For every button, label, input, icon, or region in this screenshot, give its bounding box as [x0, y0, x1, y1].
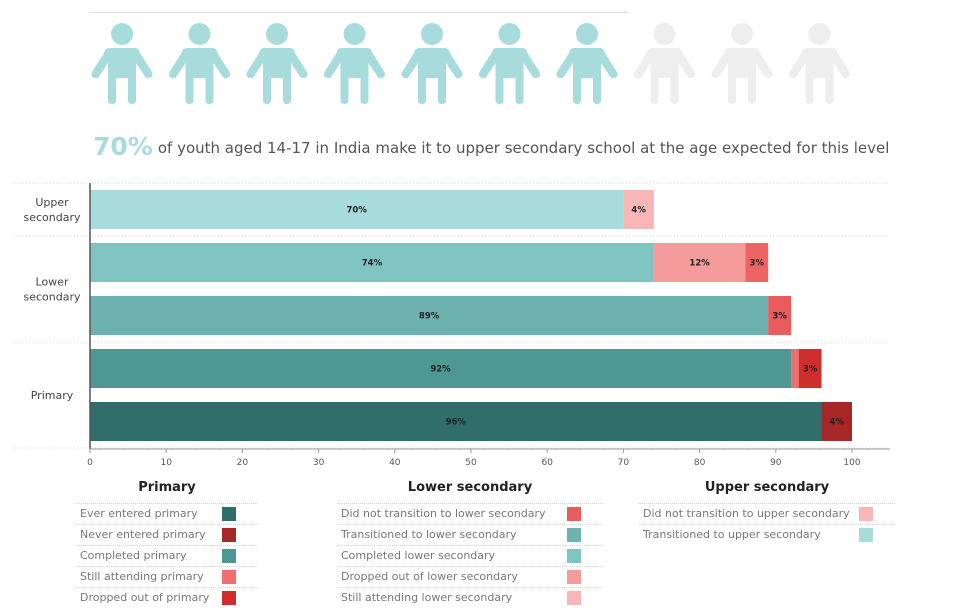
legend-swatch	[222, 528, 236, 542]
legend-swatch	[567, 570, 581, 584]
person-icon	[323, 23, 386, 104]
legend-item: Completed primary	[76, 545, 258, 566]
bar-segment	[653, 243, 746, 282]
legend-item: Ever entered primary	[76, 503, 258, 524]
legend-item-label: Did not transition to upper secondary	[643, 507, 850, 520]
legend-item: Transitioned to lower secondary	[337, 524, 603, 545]
legend-item-label: Dropped out of lower secondary	[341, 570, 518, 583]
data-label: 3%	[750, 259, 765, 269]
legend-item-label: Completed primary	[80, 549, 187, 562]
data-label: 74%	[362, 259, 383, 269]
legend-item-label: Transitioned to upper secondary	[643, 528, 821, 541]
bar-segment	[821, 402, 852, 441]
bar-segment	[90, 402, 822, 441]
top-divider	[90, 12, 628, 13]
bar-segment	[623, 190, 654, 229]
legend-item: Completed lower secondary	[337, 545, 603, 566]
legend-swatch	[567, 591, 581, 605]
bar-segment	[791, 349, 799, 388]
legend-swatch	[222, 570, 236, 584]
person-icon	[633, 23, 696, 104]
legend-item-label: Still attending primary	[80, 570, 204, 583]
headline-text: of youth aged 14-17 in India make it to …	[157, 139, 890, 157]
bar-segment	[90, 190, 624, 229]
person-icon	[478, 23, 541, 104]
person-icon-row	[91, 23, 851, 104]
legend-item-label: Did not transition to lower secondary	[341, 507, 546, 520]
bar-segment	[768, 296, 792, 335]
x-tick-label: 50	[465, 458, 477, 468]
legend-item-label: Ever entered primary	[80, 507, 198, 520]
category-label: Primary	[31, 389, 74, 402]
person-icon	[556, 23, 618, 104]
legend-swatch	[222, 507, 236, 521]
legend-swatch	[222, 549, 236, 563]
data-label: 96%	[446, 418, 467, 428]
person-icon	[711, 23, 773, 104]
legend-item: Dropped out of primary	[76, 587, 258, 608]
x-tick-label: 30	[313, 458, 325, 468]
legend-item-label: Completed lower secondary	[341, 549, 496, 562]
legend-swatch	[567, 549, 581, 563]
x-tick-label: 80	[694, 458, 706, 468]
person-icon	[168, 23, 231, 104]
data-label: 89%	[419, 312, 440, 322]
legend-item-label: Still attending lower secondary	[341, 591, 513, 604]
x-tick-label: 0	[87, 458, 93, 468]
data-label: 70%	[347, 206, 368, 216]
headline-percent: 70%	[93, 132, 153, 161]
x-tick-label: 70	[618, 458, 630, 468]
person-icon	[788, 23, 851, 104]
person-icon	[91, 23, 153, 104]
legend-item: Did not transition to lower secondary	[337, 503, 603, 524]
headline: 70% of youth aged 14-17 in India make it …	[93, 132, 933, 161]
category-label: Lower secondary	[23, 276, 80, 304]
legend-swatch	[567, 528, 581, 542]
legend-swatch	[859, 528, 873, 542]
legend-item: Dropped out of lower secondary	[337, 566, 603, 587]
data-label: 3%	[803, 365, 818, 375]
legend-item: Still attending lower secondary	[337, 587, 603, 608]
person-icon	[401, 23, 463, 104]
data-label: 92%	[430, 365, 451, 375]
legend-swatch	[222, 591, 236, 605]
legend-item-label: Dropped out of primary	[80, 591, 210, 604]
data-label: 12%	[689, 259, 710, 269]
category-label: Upper secondary	[23, 196, 80, 224]
x-tick-label: 40	[389, 458, 401, 468]
legend-swatch	[859, 507, 873, 521]
legend-lower-secondary: Lower secondary Did not transition to lo…	[337, 480, 603, 608]
data-label: 3%	[772, 312, 787, 322]
bar-segment	[798, 349, 822, 388]
legend-item: Still attending primary	[76, 566, 258, 587]
legend-upper-secondary: Upper secondary Did not transition to up…	[639, 480, 895, 545]
legend-item-label: Never entered primary	[80, 528, 206, 541]
x-tick-label: 20	[237, 458, 249, 468]
x-tick-label: 60	[541, 458, 553, 468]
bar-segment	[90, 296, 769, 335]
x-tick-label: 10	[160, 458, 172, 468]
stacked-bar-chart: Upper secondary Lower secondary Primary 70% 4%…	[14, 182, 890, 468]
bar-segment	[745, 243, 769, 282]
legend-item: Did not transition to upper secondary	[639, 503, 895, 524]
data-label: 4%	[830, 418, 845, 428]
x-tick-label: 100	[843, 458, 860, 468]
legend-swatch	[567, 507, 581, 521]
x-tick-label: 90	[770, 458, 782, 468]
data-label: 4%	[631, 206, 646, 216]
legend-title: Upper secondary	[704, 480, 830, 495]
legend-primary: Primary Ever entered primary Never entere…	[76, 480, 258, 608]
legend-item: Never entered primary	[76, 524, 258, 545]
legend-item: Transitioned to upper secondary	[639, 524, 895, 545]
legend-item-label: Transitioned to lower secondary	[341, 528, 517, 541]
person-icon	[246, 23, 308, 104]
legend-title: Lower secondary	[407, 480, 533, 495]
bar-segment	[90, 349, 792, 388]
bar-segment	[90, 243, 654, 282]
legend-title: Primary	[138, 480, 196, 495]
